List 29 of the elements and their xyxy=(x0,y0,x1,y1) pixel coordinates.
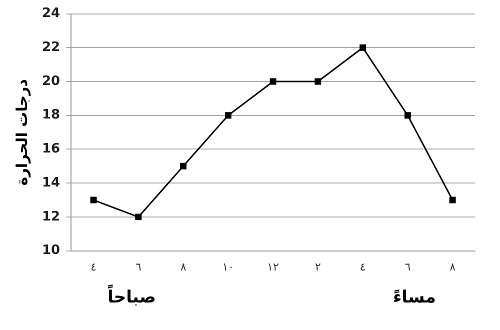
x-tick-label: ٦ xyxy=(404,260,411,274)
point xyxy=(270,78,276,85)
y-tick-label: 16 xyxy=(42,142,60,157)
point xyxy=(449,196,456,204)
y-axis-title: درجات الحرارة xyxy=(12,78,31,186)
point xyxy=(314,78,322,85)
point xyxy=(135,214,142,220)
point xyxy=(360,44,366,51)
point xyxy=(224,112,232,119)
y-tick-label: 10 xyxy=(42,243,60,258)
y-tick-label: 18 xyxy=(42,108,60,123)
x-tick-label: ٦ xyxy=(135,260,142,274)
y-tick-label: 14 xyxy=(42,175,60,190)
x-tick-label: ٤ xyxy=(90,260,97,274)
x-tick-label: ٢ xyxy=(314,260,321,274)
x-tick-label: ١٢ xyxy=(267,260,280,274)
y-tick-label: 22 xyxy=(42,40,60,56)
point xyxy=(404,112,411,119)
y-tick-label: 12 xyxy=(42,209,60,224)
text: صباحاً xyxy=(107,284,156,308)
x-tick-label: ١٠ xyxy=(222,260,234,274)
x-tick-label: ٨ xyxy=(180,260,186,274)
y-tick-label: 20 xyxy=(42,74,60,89)
point xyxy=(180,162,187,170)
text: مساءً xyxy=(392,287,436,308)
x-tick-label: ٨ xyxy=(450,260,456,274)
point xyxy=(90,196,97,204)
x-tick-label: ٤ xyxy=(360,260,366,274)
y-tick-label: 24 xyxy=(42,6,60,22)
